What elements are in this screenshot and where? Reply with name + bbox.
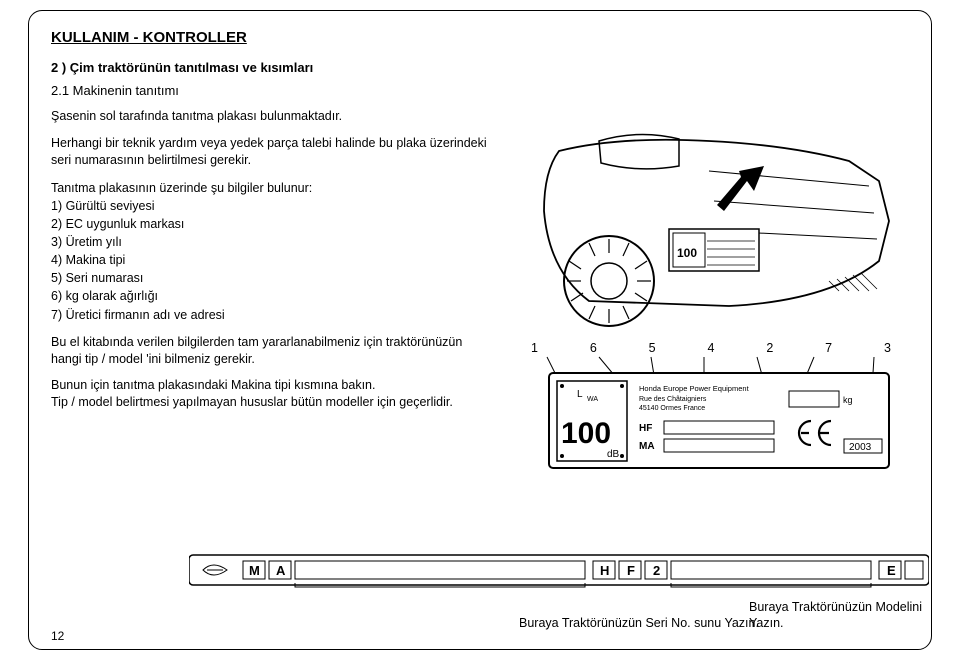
page-frame: KULLANIM - KONTROLLER 2 ) Çim traktörünü…	[28, 10, 932, 650]
svg-text:2: 2	[653, 563, 660, 578]
svg-text:HF: HF	[639, 423, 652, 434]
paragraph-1: Şasenin sol tarafında tanıtma plakası bu…	[51, 108, 496, 125]
paragraph-3: Bu el kitabında verilen bilgilerden tam …	[51, 334, 496, 368]
paragraph-2: Herhangi bir teknik yardım veya yedek pa…	[51, 135, 496, 169]
section-number: 2.1 Makinenin tanıtımı	[51, 83, 496, 98]
svg-text:45140 Ormes France: 45140 Ormes France	[639, 405, 705, 412]
list-item: 2) EC uygunluk markası	[51, 215, 496, 233]
page-number: 12	[51, 629, 64, 643]
svg-text:E: E	[887, 563, 896, 578]
list-item: 1) Gürültü seviyesi	[51, 197, 496, 215]
svg-text:L: L	[577, 389, 583, 400]
paragraph-4: Bunun için tanıtma plakasındaki Makina t…	[51, 377, 496, 411]
svg-text:M: M	[249, 563, 260, 578]
svg-text:F: F	[627, 563, 635, 578]
svg-text:WA: WA	[587, 396, 598, 403]
list-item: 6) kg olarak ağırlığı	[51, 287, 496, 305]
list-item: 3) Üretim yılı	[51, 233, 496, 251]
svg-text:100: 100	[561, 417, 611, 450]
svg-text:H: H	[600, 563, 609, 578]
left-column: 2 ) Çim traktörünün tanıtılması ve kısım…	[51, 60, 496, 411]
svg-text:A: A	[276, 563, 286, 578]
subheading: 2 ) Çim traktörünün tanıtılması ve kısım…	[51, 60, 496, 75]
list-item: 7) Üretici firmanın adı ve adresi	[51, 306, 496, 324]
plate-info-list: Tanıtma plakasının üzerinde şu bilgiler …	[51, 179, 496, 324]
svg-text:100: 100	[677, 246, 697, 260]
svg-text:Honda Europe Power Equipment: Honda Europe Power Equipment	[639, 384, 750, 393]
list-item: 5) Seri numarası	[51, 269, 496, 287]
paragraph-4b: Tip / model belirtmesi yapılmayan hususl…	[51, 395, 453, 409]
svg-text:Rue des Châtaigniers: Rue des Châtaigniers	[639, 396, 707, 403]
list-item: 4) Makina tipi	[51, 251, 496, 269]
label-strip: M A H F 2 E	[189, 551, 929, 589]
svg-text:dB: dB	[607, 449, 620, 460]
nameplate-illustration: L WA 100 dB Honda Europe Power Equipment…	[529, 351, 909, 476]
svg-text:MA: MA	[639, 441, 655, 452]
write-serial-here: Buraya Traktörünüzün Seri No. sunu Yazın…	[519, 615, 759, 631]
svg-text:2003: 2003	[849, 442, 872, 453]
list-intro: Tanıtma plakasının üzerinde şu bilgiler …	[51, 179, 496, 197]
page-heading: KULLANIM - KONTROLLER	[51, 29, 909, 46]
write-model-here: Buraya Traktörünüzün Modelini Yazın.	[749, 599, 931, 632]
tractor-illustration: 100	[529, 131, 909, 331]
paragraph-4a: Bunun için tanıtma plakasındaki Makina t…	[51, 378, 375, 392]
svg-text:kg: kg	[843, 395, 853, 405]
